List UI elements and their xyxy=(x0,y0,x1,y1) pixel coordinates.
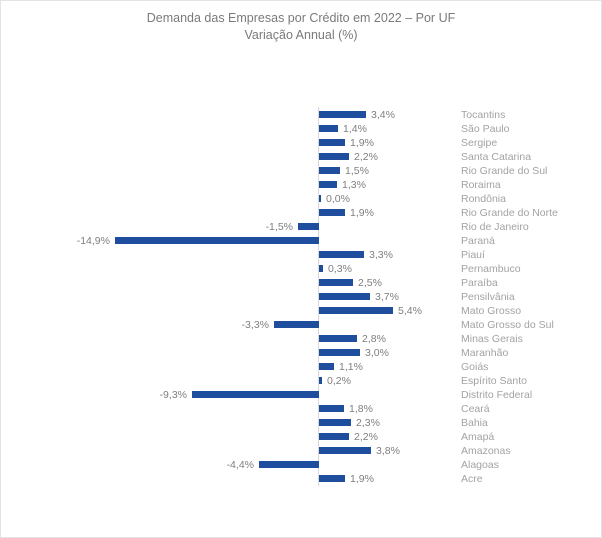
chart-title: Demanda das Empresas por Crédito em 2022… xyxy=(1,10,601,44)
bar-santa-catarina xyxy=(319,153,349,160)
category-label-distrito-federal: Distrito Federal xyxy=(461,388,533,401)
category-label-espírito-santo: Espírito Santo xyxy=(461,374,527,387)
category-label-santa-catarina: Santa Catarina xyxy=(461,150,532,163)
bar-são-paulo xyxy=(319,125,338,132)
category-label-alagoas: Alagoas xyxy=(461,458,499,471)
category-label-rondônia: Rondônia xyxy=(461,192,506,205)
bar-ceará xyxy=(319,405,344,412)
category-label-maranhão: Maranhão xyxy=(461,346,509,359)
value-label-sergipe: 1,9% xyxy=(350,136,374,149)
category-label-tocantins: Tocantins xyxy=(461,108,506,121)
bar-bahia xyxy=(319,419,351,426)
value-label-goiás: 1,1% xyxy=(339,360,363,373)
category-label-amazonas: Amazonas xyxy=(461,444,511,457)
category-label-são-paulo: São Paulo xyxy=(461,122,510,135)
value-label-acre: 1,9% xyxy=(350,472,374,485)
value-label-paraíba: 2,5% xyxy=(358,276,382,289)
category-label-rio-grande-do-sul: Rio Grande do Sul xyxy=(461,164,548,177)
bar-amapá xyxy=(319,433,349,440)
bar-minas-gerais xyxy=(319,335,357,342)
value-label-pernambuco: 0,3% xyxy=(328,262,352,275)
category-label-mato-grosso-do-sul: Mato Grosso do Sul xyxy=(461,318,554,331)
category-label-bahia: Bahia xyxy=(461,416,488,429)
bar-sergipe xyxy=(319,139,345,146)
bar-pensilvânia xyxy=(319,293,370,300)
bar-pernambuco xyxy=(319,265,323,272)
bar-roraima xyxy=(319,181,337,188)
value-label-rio-grande-do-norte: 1,9% xyxy=(350,206,374,219)
bar-rondônia xyxy=(319,195,321,202)
category-label-piauí: Piauí xyxy=(461,248,485,261)
category-label-paraná: Paraná xyxy=(461,234,495,247)
bar-paraíba xyxy=(319,279,353,286)
value-label-ceará: 1,8% xyxy=(349,402,373,415)
value-label-roraima: 1,3% xyxy=(342,178,366,191)
value-label-bahia: 2,3% xyxy=(356,416,380,429)
category-label-acre: Acre xyxy=(461,472,483,485)
category-label-paraíba: Paraíba xyxy=(461,276,498,289)
bar-rio-grande-do-norte xyxy=(319,209,345,216)
value-label-são-paulo: 1,4% xyxy=(343,122,367,135)
category-label-goiás: Goiás xyxy=(461,360,489,373)
category-label-minas-gerais: Minas Gerais xyxy=(461,332,523,345)
value-label-rio-grande-do-sul: 1,5% xyxy=(345,164,369,177)
value-label-pensilvânia: 3,7% xyxy=(375,290,399,303)
category-label-amapá: Amapá xyxy=(461,430,495,443)
value-label-mato-grosso-do-sul: -3,3% xyxy=(241,318,269,331)
category-label-mato-grosso: Mato Grosso xyxy=(461,304,522,317)
value-label-distrito-federal: -9,3% xyxy=(159,388,187,401)
value-label-rondônia: 0,0% xyxy=(326,192,350,205)
category-label-roraima: Roraima xyxy=(461,178,501,191)
bar-tocantins xyxy=(319,111,366,118)
value-label-rio-de-janeiro: -1,5% xyxy=(265,220,293,233)
bar-rio-de-janeiro xyxy=(298,223,319,230)
bar-piauí xyxy=(319,251,364,258)
category-label-pensilvânia: Pensilvânia xyxy=(461,290,515,303)
category-label-pernambuco: Pernambuco xyxy=(461,262,521,275)
bar-rio-grande-do-sul xyxy=(319,167,340,174)
bar-amazonas xyxy=(319,447,371,454)
value-label-santa-catarina: 2,2% xyxy=(354,150,378,163)
chart-title-line2: Variação Annual (%) xyxy=(244,28,358,42)
bar-alagoas xyxy=(259,461,319,468)
value-label-maranhão: 3,0% xyxy=(365,346,389,359)
value-label-piauí: 3,3% xyxy=(369,248,393,261)
value-label-paraná: -14,9% xyxy=(76,234,110,247)
chart-title-line1: Demanda das Empresas por Crédito em 2022… xyxy=(146,11,456,25)
value-label-amapá: 2,2% xyxy=(354,430,378,443)
category-label-ceará: Ceará xyxy=(461,402,490,415)
value-label-espírito-santo: 0,2% xyxy=(327,374,351,387)
bar-mato-grosso xyxy=(319,307,393,314)
category-label-rio-grande-do-norte: Rio Grande do Norte xyxy=(461,206,558,219)
value-label-amazonas: 3,8% xyxy=(376,444,400,457)
value-label-tocantins: 3,4% xyxy=(371,108,395,121)
vertical-axis-line xyxy=(318,107,319,486)
bar-espírito-santo xyxy=(319,377,322,384)
bar-acre xyxy=(319,475,345,482)
bar-maranhão xyxy=(319,349,360,356)
value-label-minas-gerais: 2,8% xyxy=(362,332,386,345)
bar-mato-grosso-do-sul xyxy=(274,321,319,328)
category-label-sergipe: Sergipe xyxy=(461,136,498,149)
bar-goiás xyxy=(319,363,334,370)
value-label-alagoas: -4,4% xyxy=(226,458,254,471)
bar-paraná xyxy=(115,237,319,244)
bar-distrito-federal xyxy=(192,391,319,398)
value-label-mato-grosso: 5,4% xyxy=(398,304,422,317)
category-label-rio-de-janeiro: Rio de Janeiro xyxy=(461,220,529,233)
